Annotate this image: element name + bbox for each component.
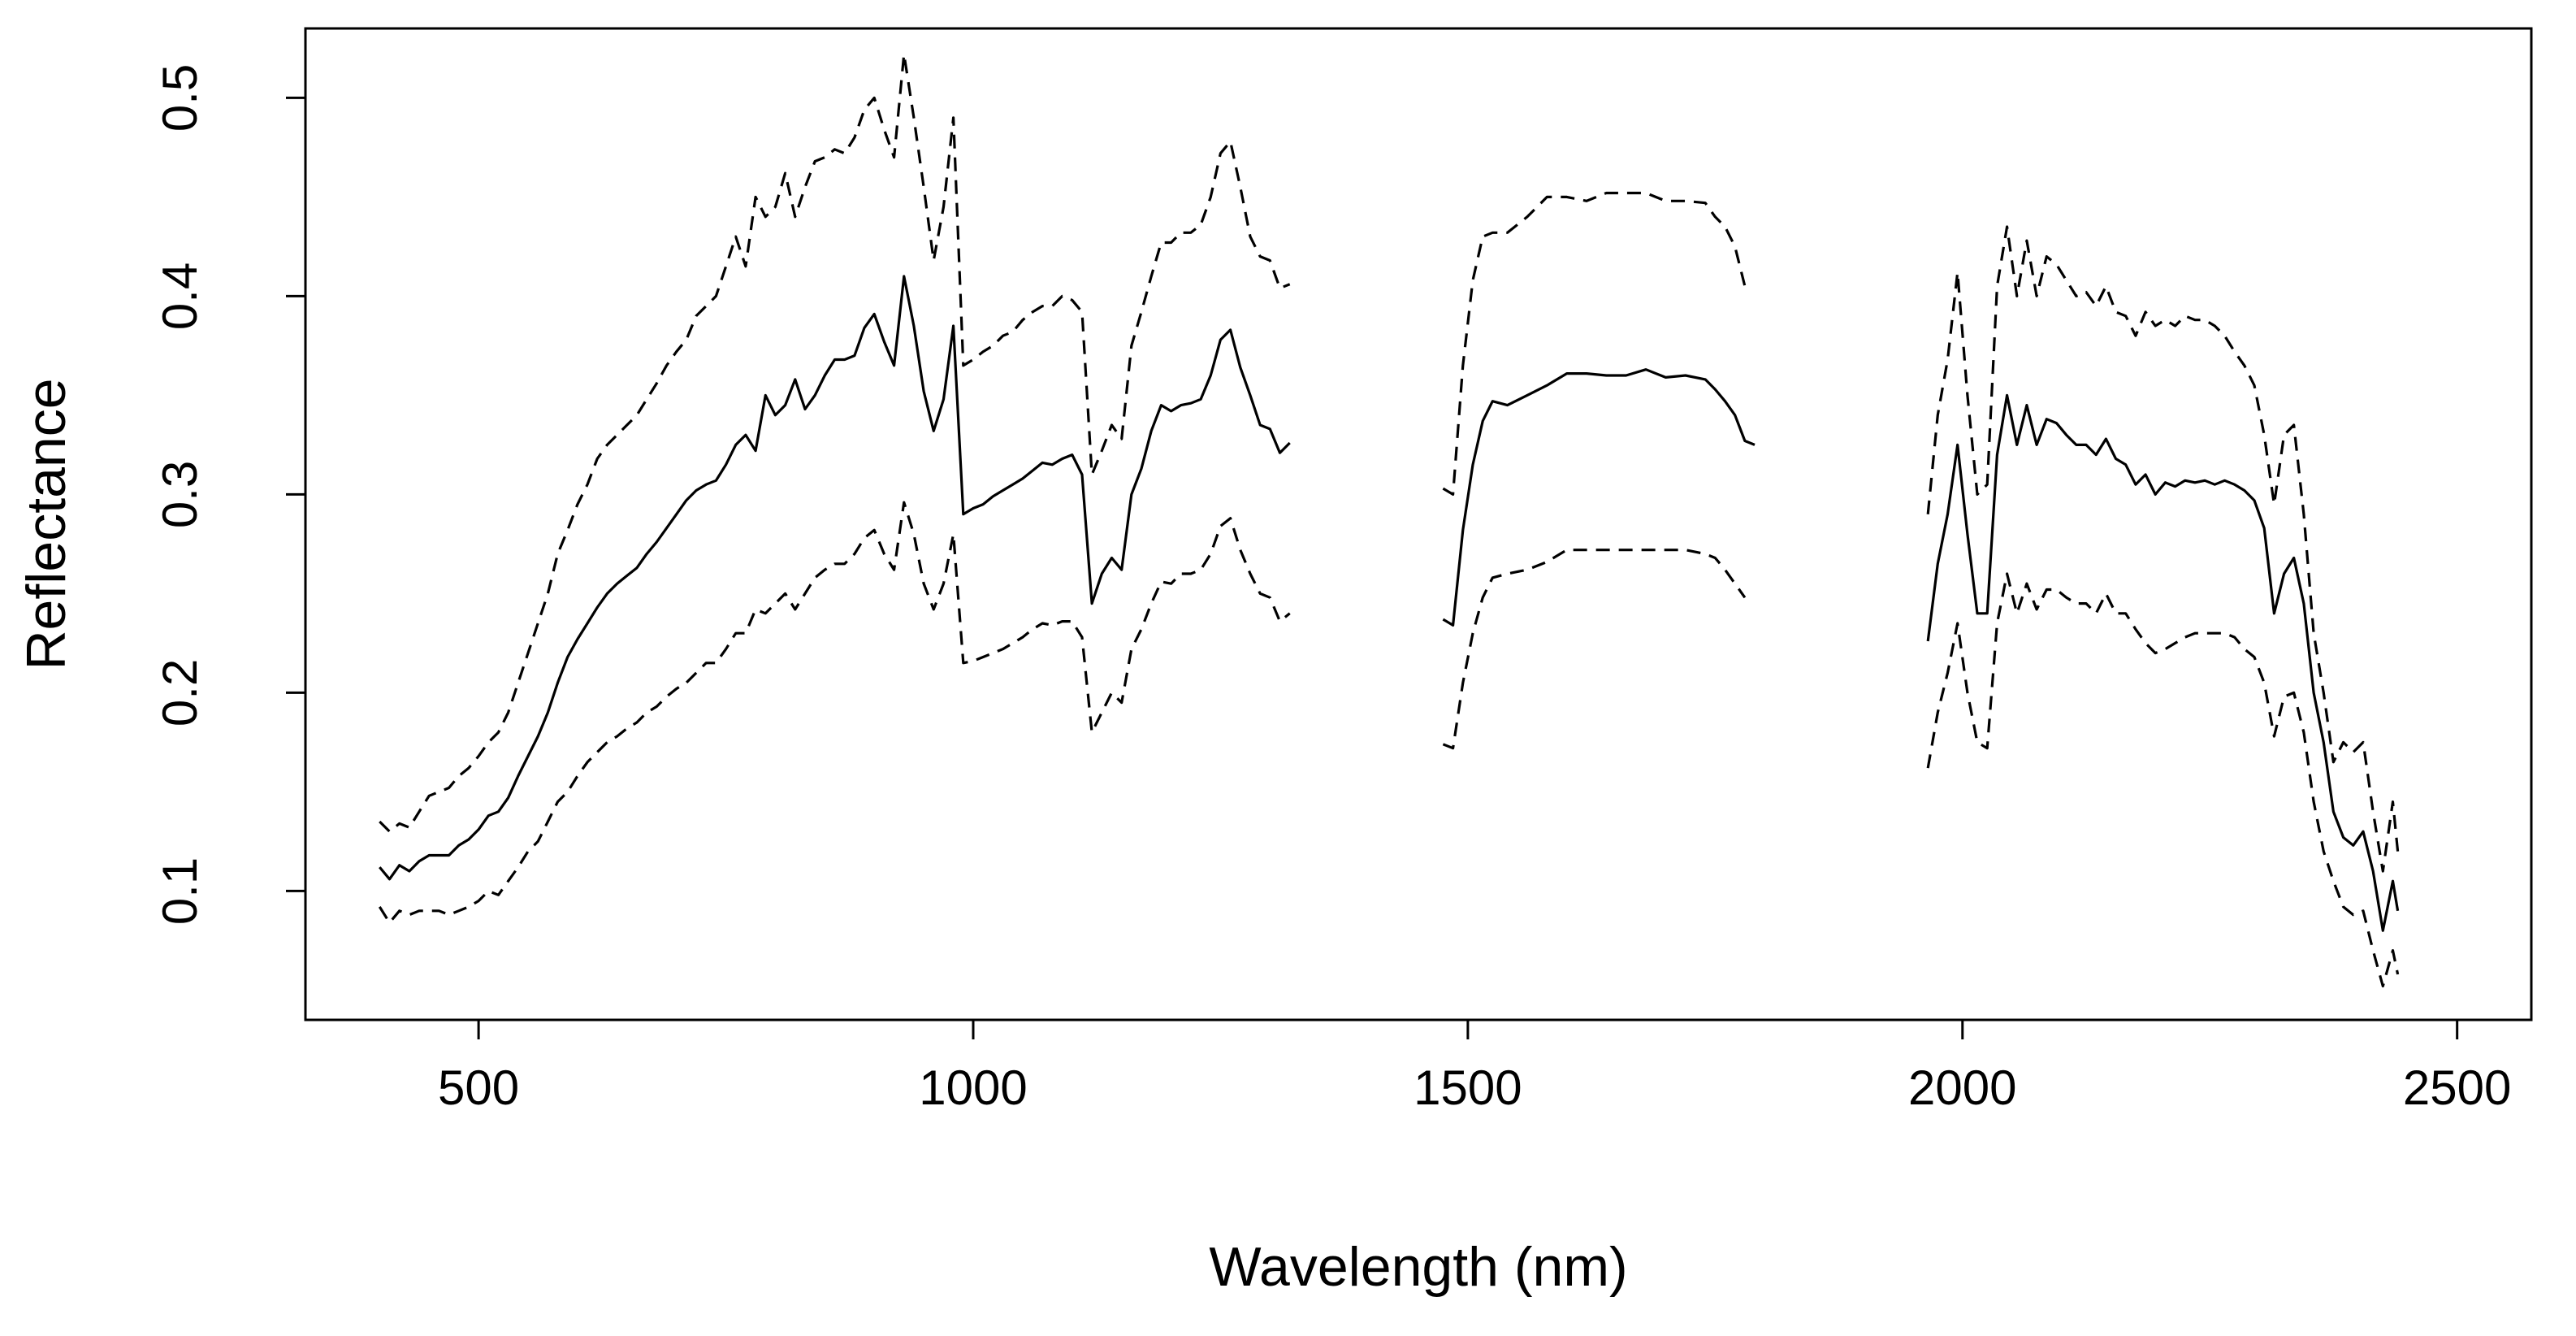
y-tick-label-0.5: 0.5	[153, 64, 207, 132]
plot-frame	[304, 27, 2533, 1022]
series-upper-segment-2	[1442, 191, 1747, 497]
y-tick-label-0.1: 0.1	[153, 857, 207, 925]
x-tick-label-500: 500	[438, 1061, 519, 1115]
x-tick-label-2500: 2500	[2403, 1061, 2511, 1115]
x-axis: 500 1000 1500 2000 2500	[438, 1018, 2511, 1115]
x-axis-title: Wavelength (nm)	[1209, 1236, 1627, 1298]
series-mean-segment-1	[379, 275, 1291, 881]
series-upper-segment-3	[1926, 225, 2400, 873]
y-tick-label-0.4: 0.4	[153, 262, 207, 330]
y-axis-title: Reflectance	[15, 378, 77, 670]
x-tick-label-2000: 2000	[1908, 1061, 2016, 1115]
y-axis: 0.1 0.2 0.3 0.4 0.5	[153, 64, 307, 925]
series-lower-segment-2	[1442, 549, 1747, 750]
x-tick-label-1500: 1500	[1414, 1061, 1522, 1115]
y-tick-label-0.2: 0.2	[153, 659, 207, 727]
y-tick-label-0.3: 0.3	[153, 461, 207, 528]
series-layer	[378, 53, 2400, 988]
series-upper-segment-1	[379, 53, 1291, 833]
series-lower-segment-1	[378, 501, 1291, 925]
series-mean-segment-3	[1926, 393, 2400, 932]
x-tick-label-1000: 1000	[919, 1061, 1027, 1115]
series-lower-segment-3	[1926, 572, 2400, 988]
series-mean-segment-2	[1442, 368, 1756, 627]
